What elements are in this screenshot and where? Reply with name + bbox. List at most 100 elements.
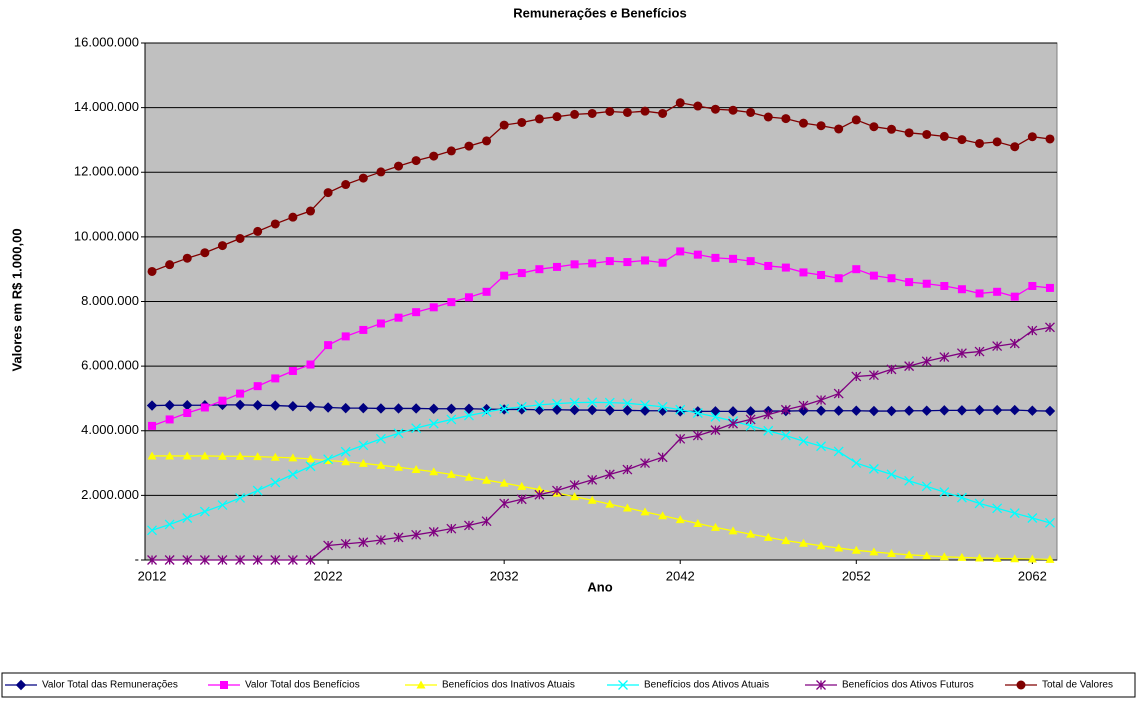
point — [1027, 405, 1038, 416]
point — [500, 271, 509, 280]
point — [905, 278, 914, 287]
x-tick-label: 2012 — [138, 568, 167, 583]
point — [622, 503, 632, 512]
point — [886, 405, 897, 417]
x-tick-label: 2042 — [666, 568, 695, 583]
point — [482, 136, 492, 146]
point — [323, 454, 334, 465]
point — [1010, 554, 1020, 563]
point — [165, 260, 175, 270]
point — [358, 402, 369, 414]
point — [183, 408, 192, 417]
point — [534, 399, 545, 410]
point — [182, 451, 192, 460]
point — [746, 529, 756, 538]
point — [570, 492, 580, 501]
point — [693, 101, 703, 111]
point — [446, 469, 456, 478]
point — [780, 404, 791, 415]
point — [410, 403, 422, 414]
point — [463, 520, 474, 531]
point — [182, 555, 193, 565]
point — [481, 516, 492, 527]
point — [446, 403, 457, 414]
point — [587, 474, 598, 485]
point — [869, 547, 879, 556]
point — [305, 206, 315, 216]
point — [692, 408, 703, 418]
point — [622, 405, 633, 416]
point — [375, 433, 386, 444]
point — [199, 506, 210, 517]
point — [956, 348, 967, 359]
point — [341, 180, 351, 190]
point — [886, 469, 897, 480]
series-line — [151, 401, 1051, 531]
x-axis-label: Ano — [587, 579, 612, 594]
series-line — [152, 326, 1051, 561]
point — [587, 397, 598, 408]
point — [710, 104, 720, 114]
point — [833, 388, 844, 399]
point — [147, 525, 158, 536]
point — [834, 124, 844, 134]
point — [429, 303, 438, 312]
point — [446, 414, 457, 425]
point — [446, 146, 456, 156]
point — [728, 418, 739, 429]
point — [288, 212, 298, 222]
point — [851, 371, 862, 382]
point — [939, 552, 949, 561]
point — [764, 261, 773, 270]
point — [165, 415, 174, 424]
point — [992, 553, 1002, 562]
point — [552, 398, 562, 409]
point — [763, 409, 774, 420]
point — [534, 114, 544, 124]
point — [464, 293, 473, 302]
point — [516, 401, 527, 412]
y-tick-label: 6.000.000 — [81, 358, 139, 373]
point — [148, 421, 157, 430]
legend-marker — [816, 680, 826, 690]
point — [640, 458, 650, 469]
point — [605, 107, 615, 117]
point — [992, 137, 1002, 147]
point — [446, 523, 457, 534]
point — [834, 543, 844, 552]
legend-marker — [416, 680, 426, 689]
point — [675, 433, 686, 444]
point — [534, 485, 544, 494]
point — [1009, 404, 1020, 416]
point — [939, 131, 949, 141]
point — [728, 526, 738, 535]
point — [535, 265, 544, 274]
point — [164, 519, 175, 530]
point — [482, 475, 492, 484]
legend-marker — [618, 680, 628, 690]
point — [993, 287, 1002, 296]
point — [1010, 142, 1020, 152]
point — [516, 494, 527, 505]
point — [746, 257, 755, 266]
point — [886, 364, 897, 375]
point — [393, 532, 404, 543]
point — [464, 472, 474, 481]
point — [675, 404, 686, 415]
point — [200, 403, 209, 412]
point — [464, 141, 474, 151]
point — [869, 271, 878, 280]
point — [974, 346, 985, 357]
point — [306, 360, 315, 369]
point — [975, 138, 985, 148]
point — [815, 405, 827, 416]
point — [217, 451, 227, 460]
point — [305, 401, 316, 412]
point — [235, 451, 245, 460]
point — [781, 114, 791, 124]
point — [887, 549, 897, 558]
point — [569, 404, 580, 416]
legend-marker — [220, 681, 228, 689]
point — [164, 555, 175, 565]
point — [552, 262, 561, 271]
